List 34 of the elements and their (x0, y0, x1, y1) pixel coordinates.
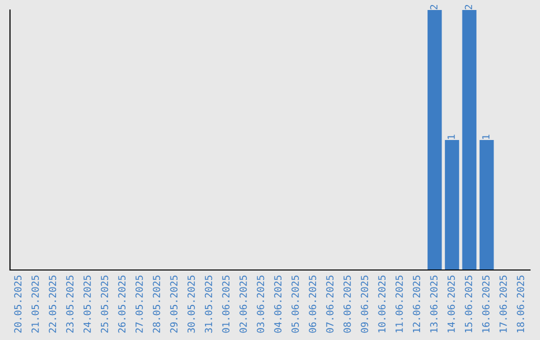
x-tick-label: 04.06.2025 (274, 276, 282, 333)
data-label: 1 (482, 134, 490, 139)
x-tick-label: 16.06.2025 (482, 276, 490, 332)
x-tick-label: 23.05.2025 (66, 276, 74, 333)
x-tick-label: 01.06.2025 (222, 276, 230, 333)
x-tick-label: 06.06.2025 (308, 276, 316, 333)
x-tick-label: 29.05.2025 (170, 276, 178, 333)
x-tick-label: 24.05.2025 (83, 276, 91, 333)
x-tick-label: 05.06.2025 (291, 276, 299, 333)
x-tick-label: 26.05.2025 (118, 276, 126, 333)
x-tick-label: 22.05.2025 (48, 276, 56, 333)
x-tick-label: 08.06.2025 (343, 276, 351, 333)
data-label: 2 (430, 4, 438, 10)
x-tick-label: 31.05.2025 (204, 276, 212, 333)
x-tick-label: 12.06.2025 (412, 276, 420, 332)
x-tick-label: 03.06.2025 (256, 276, 264, 333)
x-tick-label: 28.05.2025 (152, 276, 160, 333)
x-tick-label: 21.05.2025 (31, 276, 39, 333)
x-tick-label: 15.06.2025 (464, 276, 472, 332)
x-tick-label: 25.05.2025 (100, 276, 108, 333)
x-tick-label: 07.06.2025 (326, 276, 334, 333)
x-tick-label: 30.05.2025 (187, 276, 195, 333)
x-tick-label: 14.06.2025 (447, 276, 455, 332)
x-tick-label: 20.05.2025 (14, 276, 22, 333)
x-tick-label: 13.06.2025 (430, 276, 438, 332)
x-tick-label: 10.06.2025 (378, 276, 386, 332)
x-tick-label: 09.06.2025 (360, 276, 368, 333)
x-tick-label: 18.06.2025 (516, 276, 524, 332)
data-label: 2 (464, 4, 472, 10)
x-tick-label: 11.06.2025 (395, 276, 403, 332)
x-tick-label: 02.06.2025 (239, 276, 247, 333)
x-tick-label: 17.06.2025 (499, 276, 507, 332)
data-label: 1 (448, 134, 455, 139)
x-tick-label: 27.05.2025 (135, 276, 143, 333)
